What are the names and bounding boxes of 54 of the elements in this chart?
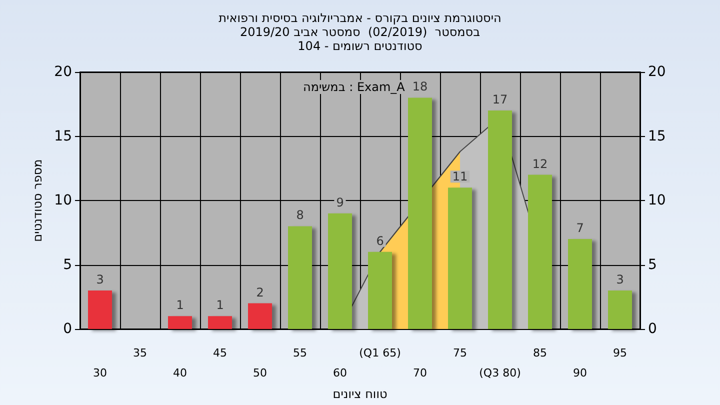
bar (288, 226, 312, 329)
y-tick-label: 15 (54, 128, 72, 144)
x-tick-label: 95 (613, 346, 627, 360)
data-label: 18 (412, 80, 428, 94)
data-label: 11 (452, 170, 468, 184)
x-tick-label: 30 (93, 366, 107, 380)
bar (248, 303, 272, 329)
bar (168, 316, 192, 329)
x-tick-label: 85 (533, 346, 547, 360)
bar (568, 239, 592, 329)
bar (528, 174, 552, 329)
y-tick-label: 10 (54, 192, 72, 208)
data-label: 9 (336, 195, 344, 210)
y2-tick-label: 0 (648, 321, 657, 337)
bar (448, 188, 472, 329)
x-tick-label: 40 (173, 366, 187, 380)
data-label: 3 (616, 272, 624, 286)
bar (208, 316, 232, 329)
y-tick-label: 0 (63, 321, 72, 337)
data-label: 6 (376, 234, 384, 248)
x-tick-label: (Q3 80) (479, 366, 521, 380)
x-tick-label: 60 (333, 366, 347, 380)
chart-title: היסטוגרמת ציונים בקורס - אמבריולוגיה בסיסית ורפואית בסמסטר (02/2019) סמסטר אביב 2019/20 סטודנטים רשומים - 104 (218, 11, 502, 53)
x-tick-label: (Q1 65) (359, 346, 401, 360)
x-tick-label: 90 (573, 366, 587, 380)
y2-tick-label: 15 (648, 128, 666, 144)
data-label: 8 (296, 208, 304, 222)
x-axis-title: טווח ציונים (332, 386, 388, 401)
data-label: 1 (176, 298, 184, 312)
x-tick-label: 50 (253, 366, 267, 380)
x-tick-label: 55 (293, 346, 307, 360)
y2-tick-label: 10 (648, 192, 666, 208)
y2-tick-label: 5 (648, 256, 657, 273)
y-tick-label: 5 (63, 256, 72, 273)
data-label: 1 (216, 298, 224, 312)
y-axis-title: מספר סטודנטים (30, 159, 44, 242)
x-tick-label: 35 (133, 346, 147, 360)
bar (328, 213, 352, 329)
x-tick-label: 75 (453, 346, 467, 360)
x-tick-label: 45 (213, 346, 227, 360)
bar (368, 252, 392, 329)
y-tick-label: 20 (54, 64, 72, 80)
data-label: 3 (96, 272, 104, 286)
annotation: במשימה : Exam_A (303, 80, 406, 94)
bar (608, 290, 632, 329)
x-tick-label: 70 (413, 366, 427, 380)
data-label: 7 (576, 221, 584, 236)
bar (488, 110, 512, 329)
data-label: 2 (256, 285, 264, 300)
bar (408, 98, 432, 329)
bar (88, 290, 112, 329)
data-label: 17 (492, 92, 508, 107)
y2-tick-label: 20 (648, 64, 666, 80)
data-label: 12 (532, 156, 548, 171)
